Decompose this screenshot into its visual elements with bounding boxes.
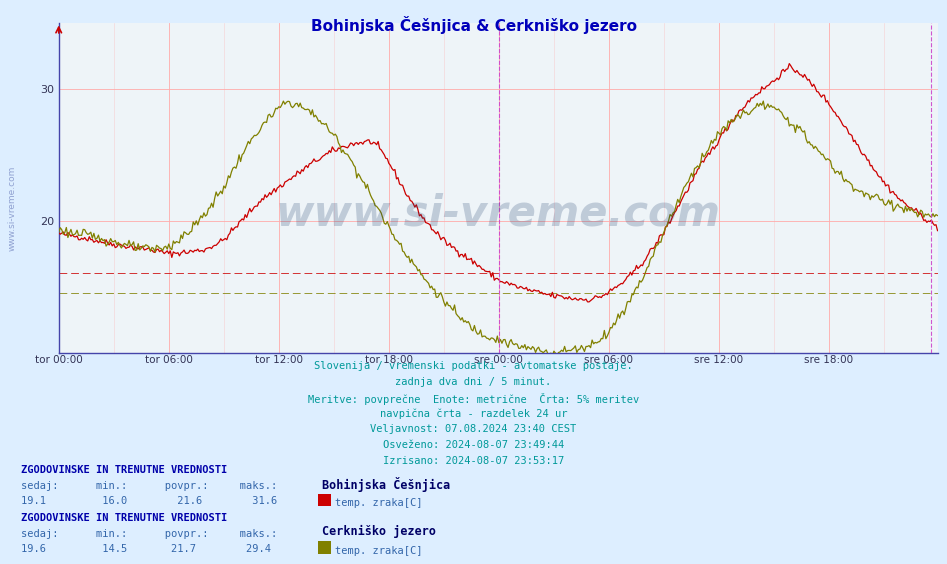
Text: Bohinjska Češnjica & Cerkniško jezero: Bohinjska Češnjica & Cerkniško jezero bbox=[311, 16, 636, 34]
Text: Izrisano: 2024-08-07 23:53:17: Izrisano: 2024-08-07 23:53:17 bbox=[383, 456, 564, 466]
Text: sedaj:      min.:      povpr.:     maks.:: sedaj: min.: povpr.: maks.: bbox=[21, 481, 277, 491]
Text: ZGODOVINSKE IN TRENUTNE VREDNOSTI: ZGODOVINSKE IN TRENUTNE VREDNOSTI bbox=[21, 465, 227, 475]
Text: 19.6         14.5       21.7        29.4: 19.6 14.5 21.7 29.4 bbox=[21, 544, 271, 554]
Text: navpična črta - razdelek 24 ur: navpična črta - razdelek 24 ur bbox=[380, 408, 567, 419]
Text: Cerkniško jezero: Cerkniško jezero bbox=[322, 525, 436, 537]
Text: temp. zraka[C]: temp. zraka[C] bbox=[335, 546, 422, 556]
Text: Veljavnost: 07.08.2024 23:40 CEST: Veljavnost: 07.08.2024 23:40 CEST bbox=[370, 424, 577, 434]
Text: Bohinjska Češnjica: Bohinjska Češnjica bbox=[322, 477, 450, 492]
Text: Meritve: povprečne  Enote: metrične  Črta: 5% meritev: Meritve: povprečne Enote: metrične Črta:… bbox=[308, 393, 639, 404]
Text: Slovenija / vremenski podatki - avtomatske postaje.: Slovenija / vremenski podatki - avtomats… bbox=[314, 361, 633, 371]
Text: sedaj:      min.:      povpr.:     maks.:: sedaj: min.: povpr.: maks.: bbox=[21, 529, 277, 539]
Text: 19.1         16.0        21.6        31.6: 19.1 16.0 21.6 31.6 bbox=[21, 496, 277, 506]
Text: www.si-vreme.com: www.si-vreme.com bbox=[8, 166, 17, 252]
Text: www.si-vreme.com: www.si-vreme.com bbox=[276, 193, 721, 235]
Text: zadnja dva dni / 5 minut.: zadnja dva dni / 5 minut. bbox=[396, 377, 551, 387]
Text: temp. zraka[C]: temp. zraka[C] bbox=[335, 498, 422, 508]
Text: Osveženo: 2024-08-07 23:49:44: Osveženo: 2024-08-07 23:49:44 bbox=[383, 440, 564, 450]
Text: ZGODOVINSKE IN TRENUTNE VREDNOSTI: ZGODOVINSKE IN TRENUTNE VREDNOSTI bbox=[21, 513, 227, 523]
